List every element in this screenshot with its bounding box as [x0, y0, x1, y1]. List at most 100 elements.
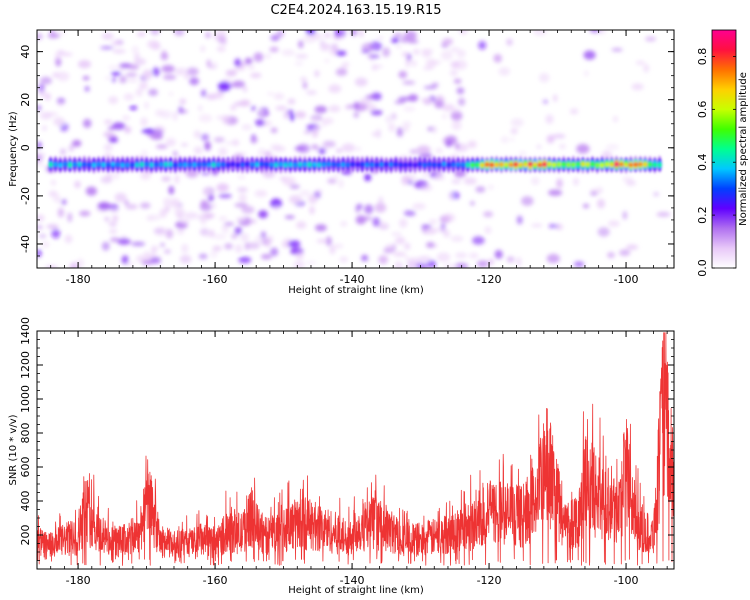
heatmap-cell	[51, 228, 61, 239]
heatmap-cell	[410, 60, 418, 67]
heatmap-cell	[613, 116, 618, 123]
heatmap-cell	[607, 252, 615, 259]
heatmap-band-cell	[225, 162, 231, 168]
heatmap-band-cell	[101, 162, 106, 167]
heatmap-band-cell	[350, 162, 355, 167]
colorbar-ticks: 0.0 0.2 0.4 0.6 0.8	[696, 48, 736, 277]
heatmap-cell	[605, 144, 620, 150]
heatmap-cell	[233, 67, 246, 71]
heatmap-cell	[625, 180, 637, 186]
heatmap-cell	[216, 115, 227, 120]
heatmap-cell	[355, 147, 362, 151]
colorbar-tick-label: 0.2	[696, 206, 709, 224]
heatmap-band-cell	[446, 162, 451, 168]
heatmap-cell	[394, 100, 406, 104]
heatmap-band-cell	[197, 162, 202, 167]
heatmap-cell	[402, 121, 412, 128]
heatmap-cell	[556, 178, 563, 189]
heatmap-band-cell	[326, 162, 331, 167]
heatmap-cell	[200, 172, 211, 175]
heatmap-cell	[506, 38, 513, 46]
heatmap-cell	[270, 247, 279, 257]
heatmap-cell	[185, 171, 197, 177]
heatmap-cell	[270, 34, 280, 42]
heatmap-band-cell	[130, 162, 135, 167]
heatmap-cell	[348, 104, 357, 108]
heatmap-cell	[215, 30, 227, 37]
heatmap-cell	[173, 30, 185, 36]
heatmap-cell	[150, 30, 160, 36]
heatmap-cell	[421, 49, 432, 58]
heatmap-cell	[409, 149, 420, 155]
heatmap-cell	[322, 140, 336, 148]
heatmap-cell	[294, 61, 304, 66]
heatmap-cell	[55, 51, 61, 62]
heatmap-cell	[309, 205, 315, 215]
heatmap-cell	[112, 49, 126, 54]
heatmap-cell	[211, 203, 217, 209]
heatmap-cell	[333, 174, 340, 178]
heatmap-cell	[531, 223, 543, 228]
heatmap-cell	[476, 260, 489, 268]
y-tick-label: 1400	[19, 317, 32, 345]
heatmap-cell	[469, 252, 479, 259]
heatmap-cell	[106, 171, 112, 181]
heatmap-cell	[105, 76, 110, 80]
heatmap-cell	[378, 196, 383, 205]
heatmap-cell	[398, 96, 411, 102]
heatmap-band-cell	[547, 161, 552, 167]
heatmap-cell	[396, 127, 404, 137]
heatmap-cell	[258, 210, 268, 219]
heatmap-band-cell	[269, 162, 274, 167]
heatmap-cell	[548, 224, 559, 229]
heatmap-band-cell	[580, 162, 586, 167]
heatmap-cell	[117, 238, 131, 245]
heatmap-band-cell	[82, 162, 87, 167]
heatmap-cell	[127, 78, 138, 83]
heatmap-band-cell	[575, 161, 581, 167]
heatmap-band-cell	[657, 162, 662, 168]
heatmap-cell	[199, 228, 210, 236]
heatmap-band-cell	[67, 162, 73, 168]
heatmap-cell	[37, 141, 42, 149]
heatmap-band-cell	[480, 163, 485, 168]
heatmap-band-cell	[307, 162, 312, 167]
heatmap-cell	[319, 43, 330, 52]
heatmap-cell	[314, 105, 328, 114]
heatmap-cell	[218, 147, 228, 157]
heatmap-cell	[298, 40, 304, 49]
heatmap-cell	[516, 215, 523, 225]
heatmap-cell	[428, 219, 438, 225]
heatmap-cell	[405, 255, 409, 262]
heatmap-xlabel: Height of straight line (km)	[288, 285, 424, 296]
heatmap-cell	[451, 120, 462, 131]
heatmap-cell	[296, 221, 307, 229]
heatmap-band-cell	[422, 163, 427, 168]
heatmap-cell	[552, 134, 566, 139]
heatmap-cell	[328, 105, 341, 113]
y-tick-label: -40	[19, 235, 32, 253]
heatmap-cell	[128, 64, 139, 70]
heatmap-cell	[371, 131, 378, 137]
heatmap-cell	[342, 61, 350, 68]
heatmap-cell	[467, 140, 477, 149]
heatmap-cell	[340, 221, 348, 227]
heatmap-cell	[355, 215, 367, 225]
heatmap-cell	[142, 69, 153, 79]
heatmap-band-cell	[528, 161, 533, 167]
heatmap-cell	[240, 232, 249, 242]
heatmap-cell	[205, 32, 211, 39]
heatmap-band-cell	[72, 162, 77, 167]
heatmap-cell	[626, 244, 639, 250]
heatmap-cell	[351, 30, 357, 37]
heatmap-cell	[353, 111, 359, 118]
heatmap-cell	[37, 249, 42, 258]
heatmap-cell	[258, 147, 266, 157]
heatmap-cell	[335, 50, 347, 56]
heatmap-band-cell	[187, 162, 192, 168]
heatmap-band-cell	[379, 162, 384, 167]
heatmap-cell	[601, 150, 613, 160]
heatmap-band-cell	[571, 162, 576, 167]
heatmap-band-cell	[590, 162, 595, 167]
heatmap-cell	[484, 226, 492, 234]
